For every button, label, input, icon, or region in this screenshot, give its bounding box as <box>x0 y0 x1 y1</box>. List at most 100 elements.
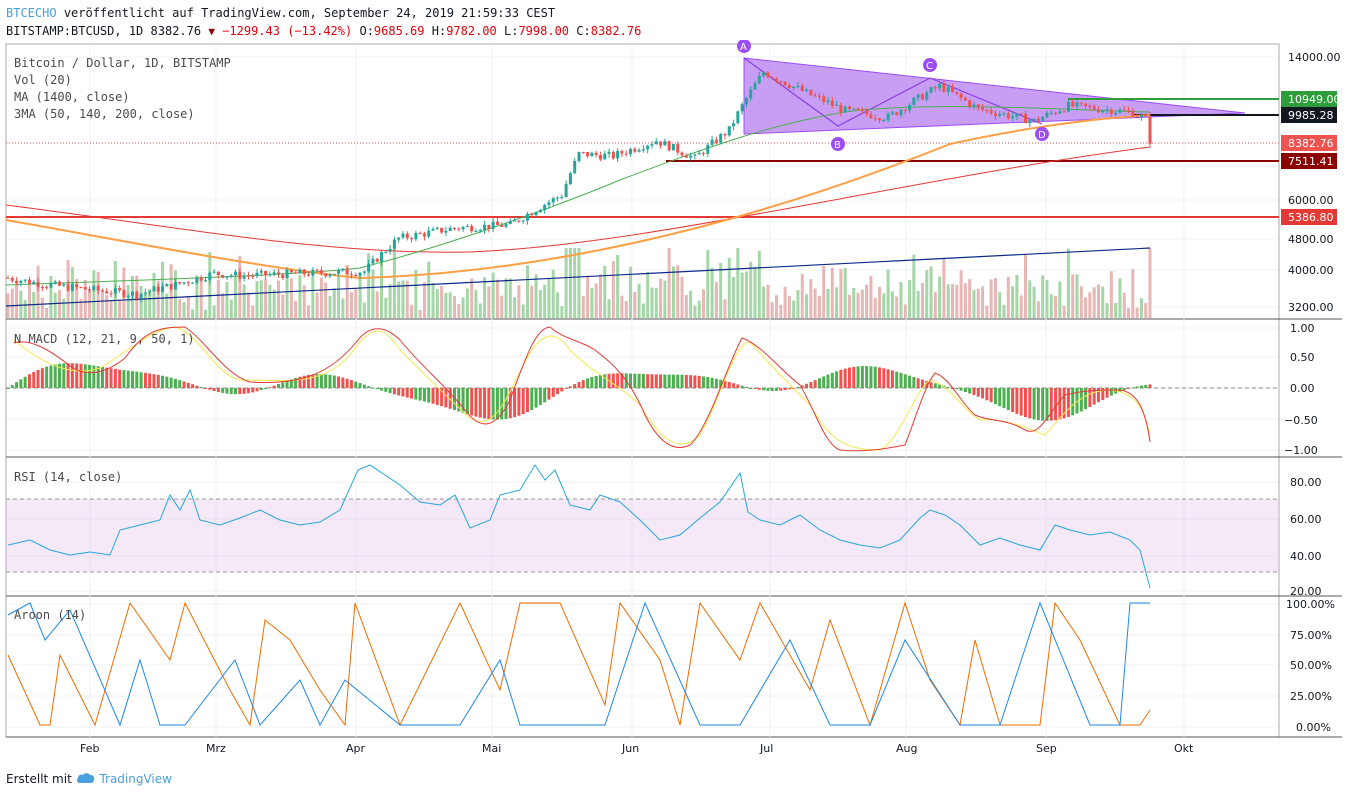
volume-bar <box>238 255 242 318</box>
macd-hist-bar <box>221 388 225 393</box>
volume-bar <box>882 293 886 318</box>
candle-body <box>1122 109 1126 111</box>
volume-bar <box>744 271 748 318</box>
macd-hist-bar <box>912 376 916 388</box>
macd-hist-bar <box>753 388 757 389</box>
candle-body <box>294 272 298 274</box>
y-tick: 3200.00 <box>1288 301 1334 314</box>
candle-body <box>551 198 555 203</box>
volume-bar <box>594 283 598 318</box>
macd-hist-bar <box>126 370 130 388</box>
volume-bar <box>358 275 362 318</box>
candle-body <box>186 282 190 284</box>
candle-body <box>598 155 602 160</box>
macd-hist-bar <box>989 388 993 403</box>
macd-hist-bar <box>847 367 851 388</box>
candle-body <box>573 160 577 174</box>
volume-bar <box>405 280 409 318</box>
volume-bar <box>1032 286 1036 318</box>
candle-body <box>40 287 44 289</box>
volume-bar <box>15 283 19 318</box>
volume-bar <box>221 293 225 318</box>
candle-body <box>242 275 246 279</box>
volume-bar <box>822 266 826 318</box>
candle-body <box>401 233 405 238</box>
volume-bar <box>525 265 529 318</box>
aroon-tick: 50.00% <box>1290 659 1332 672</box>
macd-hist-bar <box>641 374 645 388</box>
volume-bar <box>470 278 474 318</box>
macd-hist-bar <box>1079 388 1083 412</box>
macd-hist-bar <box>122 370 126 388</box>
macd-hist-bar <box>478 388 482 418</box>
svg-text:10949.00: 10949.00 <box>1288 93 1341 106</box>
candle-body <box>332 273 336 275</box>
volume-bar <box>457 304 461 318</box>
volume-bar <box>1109 271 1113 318</box>
candle-body <box>315 269 319 271</box>
volume-bar <box>229 299 233 318</box>
candle-body <box>1045 112 1049 118</box>
macd-hist-bar <box>349 380 353 388</box>
volume-bar <box>259 280 263 318</box>
candle-body <box>693 154 697 156</box>
macd-hist-bar <box>667 374 671 388</box>
macd-hist-bar <box>779 388 783 391</box>
candle-body <box>440 227 444 233</box>
macd-hist-bar <box>251 388 255 393</box>
candle-body <box>418 233 422 235</box>
macd-hist-bar <box>543 388 547 403</box>
brand-name[interactable]: BTCECHO <box>6 6 57 20</box>
candle-body <box>118 288 122 291</box>
volume-bar <box>663 280 667 318</box>
rsi-tick: 60.00 <box>1290 513 1322 526</box>
macd-hist-bar <box>264 388 268 389</box>
volume-bar <box>281 294 285 318</box>
candle-body <box>1006 113 1010 119</box>
volume-bar <box>191 309 195 318</box>
candle-body <box>878 118 882 121</box>
tradingview-link[interactable]: TradingView <box>99 772 172 786</box>
time-axis[interactable]: Feb Mrz Apr Mai Jun Jul Aug Sep Okt <box>80 742 1194 755</box>
candle-body <box>15 280 19 283</box>
volume-bar <box>641 303 645 318</box>
candle-body <box>307 274 311 276</box>
candle-body <box>500 224 504 227</box>
volume-bar <box>598 274 602 318</box>
candle-body <box>212 271 216 273</box>
macd-hist-bar <box>744 386 748 388</box>
volume-bar <box>1127 308 1131 318</box>
macd-hist-bar <box>946 386 950 388</box>
price-axis[interactable]: 14000.00 6000.00 4800.00 4000.00 3200.00… <box>1281 51 1341 734</box>
candle-body <box>1092 106 1096 110</box>
candle-body <box>491 221 495 229</box>
candle-body <box>723 134 727 136</box>
macd-hist-bar <box>530 388 534 411</box>
macd-hist-bar <box>143 372 147 388</box>
candle-body <box>49 283 53 288</box>
candle-body <box>689 155 693 158</box>
macd-hist-bar <box>581 380 585 388</box>
volume-bar <box>478 303 482 318</box>
candle-body <box>908 104 912 111</box>
macd-tick: −1.00 <box>1284 444 1318 457</box>
volume-bar <box>418 310 422 318</box>
candle-body <box>92 286 96 291</box>
candle-body <box>938 83 942 89</box>
volume-bar <box>148 288 152 318</box>
macd-hist-bar <box>375 388 379 390</box>
svg-text:5386.80: 5386.80 <box>1288 211 1334 224</box>
macd-hist-bar <box>302 375 306 388</box>
macd-hist-bar <box>70 363 74 388</box>
candle-body <box>62 284 66 286</box>
price-change: −1299.43 (−13.42%) <box>222 24 353 38</box>
volume-bar <box>920 282 924 318</box>
volume-bar <box>972 289 976 318</box>
macd-hist-bar <box>324 374 328 388</box>
header-line-2: BITSTAMP:BTCUSD, 1D 8382.76 ▼ −1299.43 (… <box>6 24 641 38</box>
macd-hist-bar <box>294 377 298 388</box>
macd-hist-bar <box>564 388 568 389</box>
chart-area[interactable]: A B C D Bitcoin / Dollar, 1D, BITSTAMP V… <box>0 40 1348 765</box>
candle-body <box>749 89 753 99</box>
macd-hist-bar <box>689 375 693 388</box>
